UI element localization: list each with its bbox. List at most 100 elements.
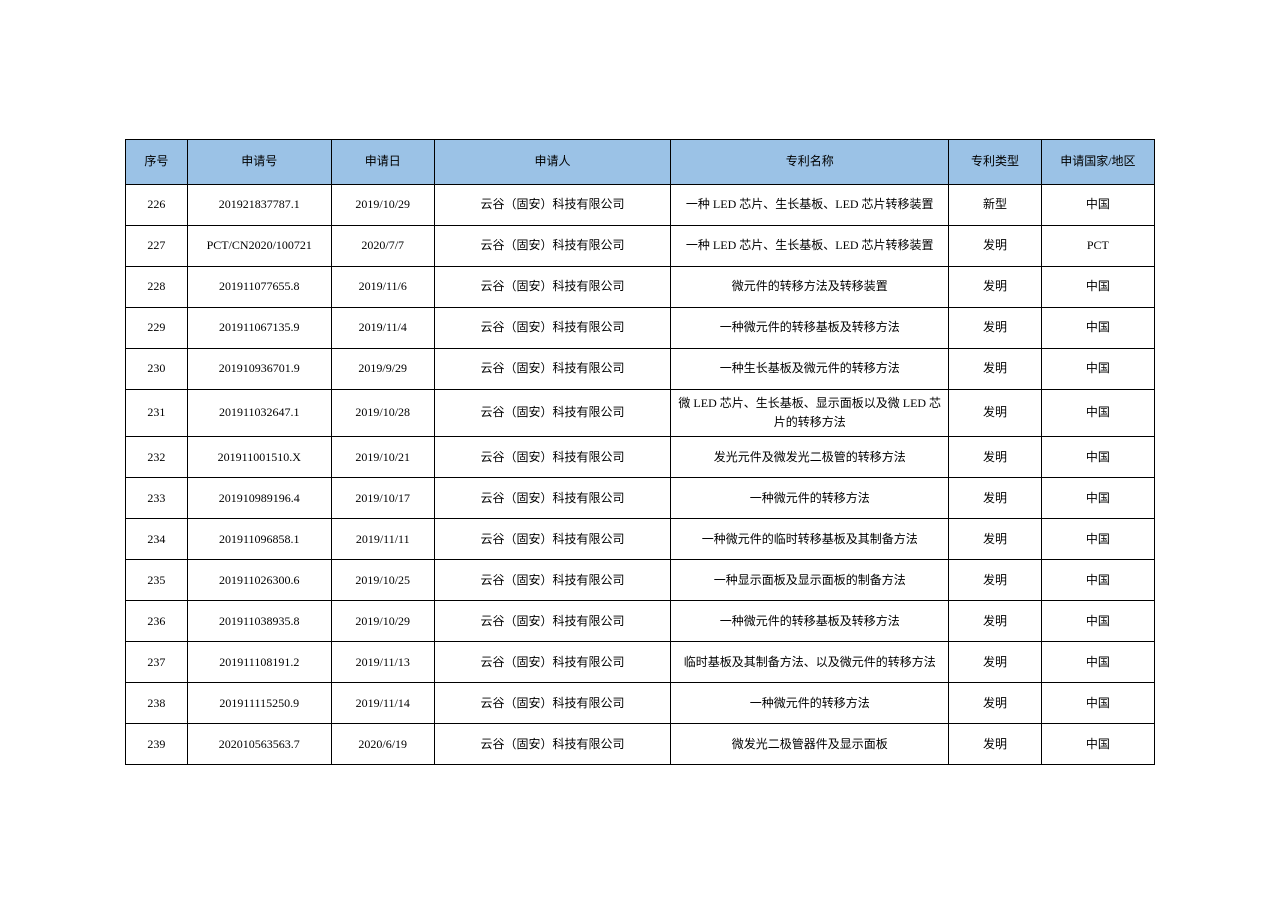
table-row: 235201911026300.62019/10/25云谷（固安）科技有限公司一… <box>126 560 1155 601</box>
cell-date: 2019/11/6 <box>331 266 434 307</box>
cell-applicant: 云谷（固安）科技有限公司 <box>434 560 671 601</box>
cell-type: 发明 <box>949 225 1042 266</box>
cell-type: 发明 <box>949 307 1042 348</box>
col-header-name: 专利名称 <box>671 139 949 184</box>
cell-appno: 201911038935.8 <box>187 601 331 642</box>
cell-country: 中国 <box>1041 266 1154 307</box>
cell-appno: 201911115250.9 <box>187 683 331 724</box>
cell-appno: PCT/CN2020/100721 <box>187 225 331 266</box>
table-header-row: 序号 申请号 申请日 申请人 专利名称 专利类型 申请国家/地区 <box>126 139 1155 184</box>
cell-applicant: 云谷（固安）科技有限公司 <box>434 307 671 348</box>
col-header-type: 专利类型 <box>949 139 1042 184</box>
col-header-date: 申请日 <box>331 139 434 184</box>
cell-country: 中国 <box>1041 307 1154 348</box>
cell-type: 新型 <box>949 184 1042 225</box>
table-row: 239202010563563.72020/6/19云谷（固安）科技有限公司微发… <box>126 724 1155 765</box>
cell-type: 发明 <box>949 519 1042 560</box>
cell-seq: 235 <box>126 560 188 601</box>
cell-type: 发明 <box>949 389 1042 436</box>
cell-applicant: 云谷（固安）科技有限公司 <box>434 519 671 560</box>
cell-type: 发明 <box>949 683 1042 724</box>
cell-applicant: 云谷（固安）科技有限公司 <box>434 601 671 642</box>
page-container: 序号 申请号 申请日 申请人 专利名称 专利类型 申请国家/地区 2262019… <box>125 139 1155 765</box>
cell-applicant: 云谷（固安）科技有限公司 <box>434 437 671 478</box>
col-header-seq: 序号 <box>126 139 188 184</box>
cell-name: 一种微元件的转移基板及转移方法 <box>671 307 949 348</box>
table-row: 238201911115250.92019/11/14云谷（固安）科技有限公司一… <box>126 683 1155 724</box>
cell-seq: 234 <box>126 519 188 560</box>
cell-appno: 201911026300.6 <box>187 560 331 601</box>
cell-applicant: 云谷（固安）科技有限公司 <box>434 225 671 266</box>
cell-date: 2019/10/21 <box>331 437 434 478</box>
cell-name: 一种 LED 芯片、生长基板、LED 芯片转移装置 <box>671 225 949 266</box>
cell-appno: 201911096858.1 <box>187 519 331 560</box>
cell-applicant: 云谷（固安）科技有限公司 <box>434 683 671 724</box>
cell-date: 2019/10/29 <box>331 184 434 225</box>
cell-date: 2019/10/29 <box>331 601 434 642</box>
cell-date: 2020/7/7 <box>331 225 434 266</box>
cell-appno: 201921837787.1 <box>187 184 331 225</box>
cell-date: 2019/11/14 <box>331 683 434 724</box>
cell-country: 中国 <box>1041 560 1154 601</box>
cell-seq: 227 <box>126 225 188 266</box>
cell-date: 2019/11/11 <box>331 519 434 560</box>
table-row: 231201911032647.12019/10/28云谷（固安）科技有限公司微… <box>126 389 1155 436</box>
cell-type: 发明 <box>949 601 1042 642</box>
table-row: 232201911001510.X2019/10/21云谷（固安）科技有限公司发… <box>126 437 1155 478</box>
cell-type: 发明 <box>949 724 1042 765</box>
cell-applicant: 云谷（固安）科技有限公司 <box>434 348 671 389</box>
cell-name: 一种微元件的转移基板及转移方法 <box>671 601 949 642</box>
cell-appno: 201910936701.9 <box>187 348 331 389</box>
cell-applicant: 云谷（固安）科技有限公司 <box>434 724 671 765</box>
table-row: 230201910936701.92019/9/29云谷（固安）科技有限公司一种… <box>126 348 1155 389</box>
cell-country: 中国 <box>1041 601 1154 642</box>
cell-appno: 202010563563.7 <box>187 724 331 765</box>
cell-seq: 239 <box>126 724 188 765</box>
cell-type: 发明 <box>949 348 1042 389</box>
cell-date: 2019/11/13 <box>331 642 434 683</box>
cell-name: 一种显示面板及显示面板的制备方法 <box>671 560 949 601</box>
table-row: 236201911038935.82019/10/29云谷（固安）科技有限公司一… <box>126 601 1155 642</box>
table-row: 226201921837787.12019/10/29云谷（固安）科技有限公司一… <box>126 184 1155 225</box>
cell-country: 中国 <box>1041 348 1154 389</box>
cell-name: 一种微元件的临时转移基板及其制备方法 <box>671 519 949 560</box>
cell-name: 一种 LED 芯片、生长基板、LED 芯片转移装置 <box>671 184 949 225</box>
cell-seq: 238 <box>126 683 188 724</box>
cell-name: 一种生长基板及微元件的转移方法 <box>671 348 949 389</box>
cell-appno: 201910989196.4 <box>187 478 331 519</box>
patent-table: 序号 申请号 申请日 申请人 专利名称 专利类型 申请国家/地区 2262019… <box>125 139 1155 765</box>
cell-appno: 201911001510.X <box>187 437 331 478</box>
cell-seq: 231 <box>126 389 188 436</box>
cell-appno: 201911032647.1 <box>187 389 331 436</box>
cell-seq: 237 <box>126 642 188 683</box>
cell-type: 发明 <box>949 642 1042 683</box>
cell-country: 中国 <box>1041 642 1154 683</box>
cell-name: 一种微元件的转移方法 <box>671 478 949 519</box>
cell-country: 中国 <box>1041 437 1154 478</box>
cell-applicant: 云谷（固安）科技有限公司 <box>434 642 671 683</box>
cell-country: PCT <box>1041 225 1154 266</box>
cell-name: 微发光二极管器件及显示面板 <box>671 724 949 765</box>
cell-country: 中国 <box>1041 724 1154 765</box>
cell-date: 2019/10/17 <box>331 478 434 519</box>
cell-name: 临时基板及其制备方法、以及微元件的转移方法 <box>671 642 949 683</box>
cell-seq: 229 <box>126 307 188 348</box>
cell-appno: 201911108191.2 <box>187 642 331 683</box>
cell-date: 2019/9/29 <box>331 348 434 389</box>
cell-date: 2019/11/4 <box>331 307 434 348</box>
cell-country: 中国 <box>1041 184 1154 225</box>
table-row: 227PCT/CN2020/1007212020/7/7云谷（固安）科技有限公司… <box>126 225 1155 266</box>
table-row: 229201911067135.92019/11/4云谷（固安）科技有限公司一种… <box>126 307 1155 348</box>
cell-country: 中国 <box>1041 683 1154 724</box>
cell-country: 中国 <box>1041 389 1154 436</box>
cell-appno: 201911067135.9 <box>187 307 331 348</box>
table-row: 228201911077655.82019/11/6云谷（固安）科技有限公司微元… <box>126 266 1155 307</box>
cell-date: 2020/6/19 <box>331 724 434 765</box>
cell-seq: 236 <box>126 601 188 642</box>
cell-country: 中国 <box>1041 478 1154 519</box>
table-row: 237201911108191.22019/11/13云谷（固安）科技有限公司临… <box>126 642 1155 683</box>
col-header-appno: 申请号 <box>187 139 331 184</box>
cell-applicant: 云谷（固安）科技有限公司 <box>434 266 671 307</box>
cell-type: 发明 <box>949 478 1042 519</box>
cell-seq: 226 <box>126 184 188 225</box>
